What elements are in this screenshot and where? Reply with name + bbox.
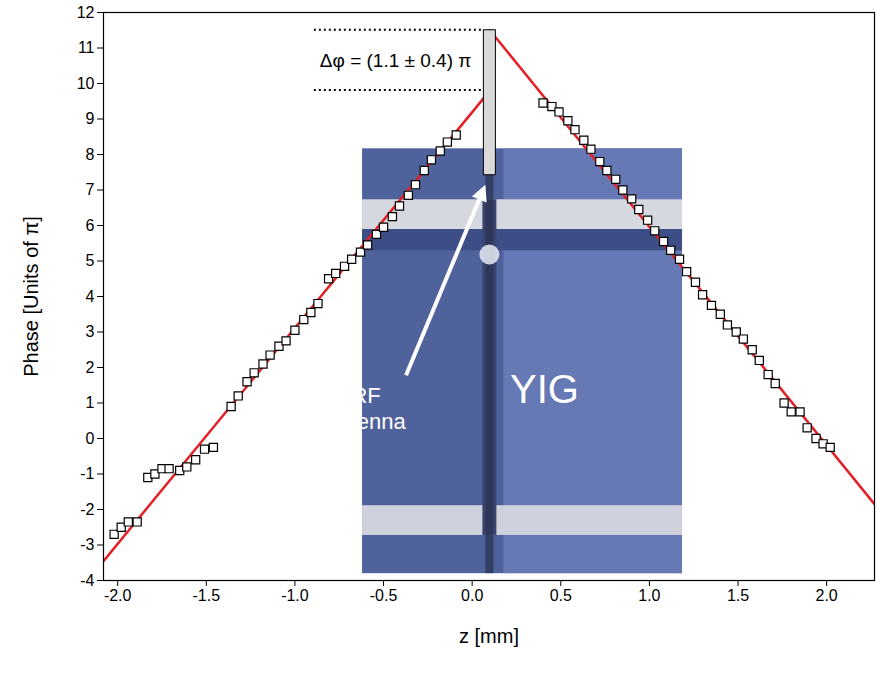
svg-text:z [mm]: z [mm]	[459, 625, 519, 647]
svg-text:-1.5: -1.5	[193, 587, 221, 604]
svg-text:3: 3	[86, 323, 95, 340]
svg-text:8: 8	[86, 146, 95, 163]
svg-text:-3: -3	[80, 536, 94, 553]
svg-text:11: 11	[78, 39, 95, 56]
svg-text:0.5: 0.5	[550, 587, 572, 604]
svg-text:-1.0: -1.0	[281, 587, 309, 604]
svg-text:9: 9	[86, 110, 95, 127]
svg-text:RF: RF	[351, 383, 380, 408]
svg-text:1.5: 1.5	[727, 587, 749, 604]
svg-text:1.0: 1.0	[638, 587, 660, 604]
svg-text:YIG: YIG	[510, 367, 579, 411]
svg-text:Δφ = (1.1 ± 0.4) π: Δφ = (1.1 ± 0.4) π	[320, 50, 472, 71]
svg-text:5: 5	[86, 252, 95, 269]
svg-text:-0.5: -0.5	[370, 587, 398, 604]
svg-text:0.0: 0.0	[461, 587, 483, 604]
svg-text:2: 2	[86, 359, 95, 376]
svg-text:6: 6	[86, 217, 95, 234]
svg-text:-4: -4	[80, 572, 94, 589]
svg-text:12: 12	[77, 4, 95, 21]
svg-text:2.0: 2.0	[816, 587, 838, 604]
svg-text:-2.0: -2.0	[104, 587, 132, 604]
svg-text:-1: -1	[80, 465, 94, 482]
svg-text:antenna: antenna	[326, 409, 406, 434]
svg-text:4: 4	[86, 288, 95, 305]
svg-text:10: 10	[77, 75, 95, 92]
svg-text:1: 1	[86, 394, 95, 411]
svg-text:Phase [Units of π]: Phase [Units of π]	[20, 216, 42, 377]
svg-text:0: 0	[86, 430, 95, 447]
svg-text:-2: -2	[80, 501, 94, 518]
svg-text:7: 7	[86, 181, 95, 198]
